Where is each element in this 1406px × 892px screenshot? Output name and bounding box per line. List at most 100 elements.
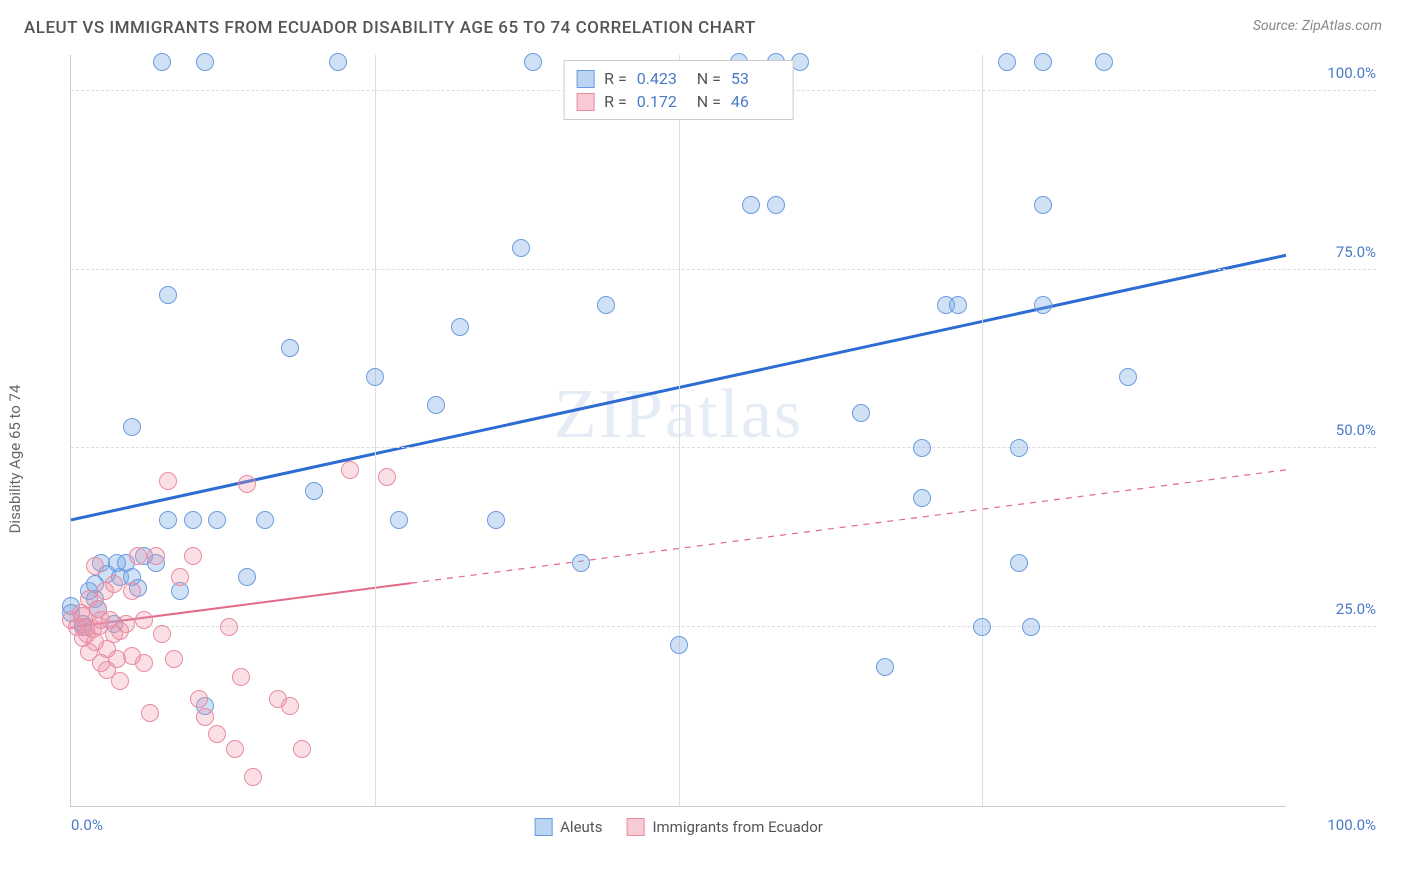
data-point-ecuador <box>244 768 262 786</box>
data-point-aleuts <box>159 286 177 304</box>
data-point-aleuts <box>1119 368 1137 386</box>
swatch-aleuts <box>534 818 552 836</box>
data-point-aleuts <box>949 296 967 314</box>
legend-item-ecuador: Immigrants from Ecuador <box>626 818 822 836</box>
data-point-ecuador <box>135 611 153 629</box>
data-point-aleuts <box>852 404 870 422</box>
gridline-h <box>71 626 1376 627</box>
data-point-ecuador <box>190 690 208 708</box>
data-point-aleuts <box>329 53 347 71</box>
data-point-aleuts <box>572 554 590 572</box>
n-label: N = <box>697 92 721 111</box>
data-point-aleuts <box>208 511 226 529</box>
n-value-ecuador: 46 <box>731 92 781 111</box>
r-value-aleuts: 0.423 <box>637 69 687 88</box>
data-point-aleuts <box>597 296 615 314</box>
data-point-aleuts <box>1034 53 1052 71</box>
data-point-aleuts <box>524 53 542 71</box>
y-tick-label: 100.0% <box>1296 64 1376 82</box>
legend-row-ecuador: R = 0.172 N = 46 <box>576 90 781 113</box>
data-point-aleuts <box>876 658 894 676</box>
source-attribution: Source: ZipAtlas.com <box>1253 18 1382 34</box>
data-point-aleuts <box>390 511 408 529</box>
r-value-ecuador: 0.172 <box>637 92 687 111</box>
data-point-aleuts <box>184 511 202 529</box>
gridline-h <box>71 269 1376 270</box>
swatch-aleuts <box>576 70 594 88</box>
legend-item-aleuts: Aleuts <box>534 818 602 836</box>
data-point-aleuts <box>238 568 256 586</box>
data-point-ecuador <box>153 625 171 643</box>
data-point-ecuador <box>135 654 153 672</box>
data-point-aleuts <box>973 618 991 636</box>
y-tick-label: 25.0% <box>1296 600 1376 618</box>
data-point-ecuador <box>165 650 183 668</box>
data-point-aleuts <box>153 53 171 71</box>
data-point-aleuts <box>305 482 323 500</box>
data-point-aleuts <box>1010 554 1028 572</box>
data-point-aleuts <box>913 489 931 507</box>
data-point-aleuts <box>998 53 1016 71</box>
data-point-ecuador <box>226 740 244 758</box>
data-point-ecuador <box>123 582 141 600</box>
data-point-ecuador <box>220 618 238 636</box>
data-point-aleuts <box>512 239 530 257</box>
gridline-v <box>679 55 680 806</box>
swatch-ecuador <box>576 93 594 111</box>
data-point-aleuts <box>281 339 299 357</box>
data-point-ecuador <box>141 704 159 722</box>
data-point-aleuts <box>742 196 760 214</box>
data-point-aleuts <box>1095 53 1113 71</box>
data-point-ecuador <box>171 568 189 586</box>
r-label: R = <box>604 92 627 111</box>
chart-title: ALEUT VS IMMIGRANTS FROM ECUADOR DISABIL… <box>24 18 756 38</box>
data-point-ecuador <box>159 472 177 490</box>
data-point-aleuts <box>256 511 274 529</box>
data-point-aleuts <box>1034 296 1052 314</box>
data-point-ecuador <box>208 725 226 743</box>
y-axis-label: Disability Age 65 to 74 <box>6 384 24 533</box>
data-point-aleuts <box>159 511 177 529</box>
data-point-ecuador <box>196 708 214 726</box>
data-point-ecuador <box>105 575 123 593</box>
r-label: R = <box>604 69 627 88</box>
legend-label-aleuts: Aleuts <box>560 818 602 836</box>
data-point-ecuador <box>117 615 135 633</box>
y-tick-label: 50.0% <box>1296 421 1376 439</box>
data-point-ecuador <box>86 557 104 575</box>
data-point-ecuador <box>238 475 256 493</box>
n-label: N = <box>697 69 721 88</box>
data-point-ecuador <box>184 547 202 565</box>
data-point-ecuador <box>341 461 359 479</box>
data-point-aleuts <box>487 511 505 529</box>
data-point-ecuador <box>111 672 129 690</box>
data-point-ecuador <box>232 668 250 686</box>
data-point-ecuador <box>378 468 396 486</box>
data-point-aleuts <box>196 53 214 71</box>
x-tick-100: 100.0% <box>1327 816 1376 834</box>
data-point-aleuts <box>670 636 688 654</box>
correlation-legend: R = 0.423 N = 53 R = 0.172 N = 46 <box>563 60 794 120</box>
data-point-aleuts <box>366 368 384 386</box>
legend-label-ecuador: Immigrants from Ecuador <box>652 818 822 836</box>
data-point-ecuador <box>281 697 299 715</box>
series-legend: Aleuts Immigrants from Ecuador <box>534 818 823 836</box>
data-point-ecuador <box>293 740 311 758</box>
data-point-ecuador <box>147 547 165 565</box>
data-point-aleuts <box>767 196 785 214</box>
y-tick-label: 75.0% <box>1296 243 1376 261</box>
gridline-h <box>71 447 1376 448</box>
data-point-aleuts <box>1034 196 1052 214</box>
data-point-aleuts <box>451 318 469 336</box>
gridline-v <box>982 55 983 806</box>
scatter-plot: R = 0.423 N = 53 R = 0.172 N = 46 ZIPatl… <box>70 55 1286 807</box>
data-point-ecuador <box>129 547 147 565</box>
data-point-aleuts <box>1010 439 1028 457</box>
data-point-aleuts <box>1022 618 1040 636</box>
data-point-aleuts <box>123 418 141 436</box>
legend-row-aleuts: R = 0.423 N = 53 <box>576 67 781 90</box>
x-tick-0: 0.0% <box>71 816 103 834</box>
data-point-aleuts <box>427 396 445 414</box>
data-point-aleuts <box>913 439 931 457</box>
n-value-aleuts: 53 <box>731 69 781 88</box>
